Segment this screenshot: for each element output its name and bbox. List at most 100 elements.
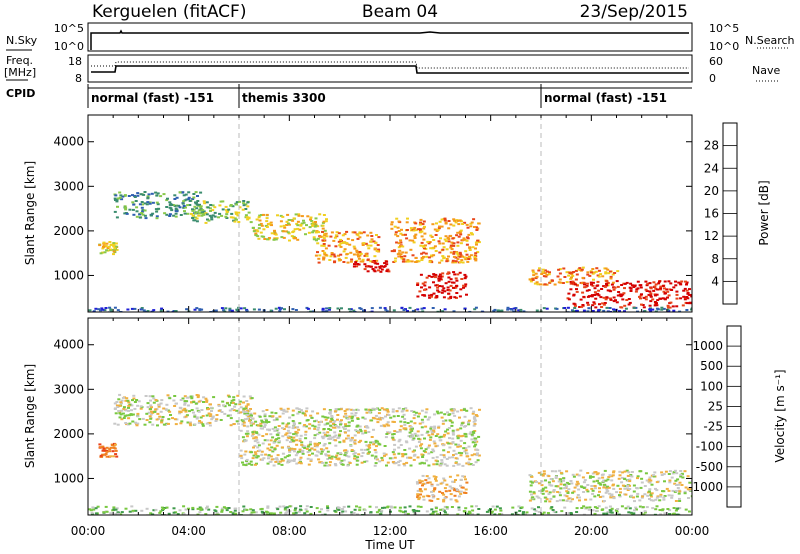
echo-cell [162, 407, 166, 410]
echo-cell [596, 310, 600, 312]
echo-cell [280, 236, 284, 239]
echo-cell [136, 404, 140, 407]
echo-cell [452, 281, 456, 284]
echo-cell [463, 408, 466, 411]
echo-cell [431, 494, 435, 496]
echo-cell [563, 276, 567, 278]
echo-cell [447, 255, 450, 258]
echo-cell [193, 423, 197, 426]
echo-cell [122, 408, 126, 410]
echo-cell [205, 201, 209, 204]
echo-cell [412, 458, 416, 461]
echo-cell [320, 508, 323, 511]
echo-cell [140, 509, 144, 512]
echo-cell [251, 422, 255, 425]
echo-cell [165, 506, 169, 509]
echo-cell [456, 410, 460, 413]
y-tick-label: 4000 [53, 135, 84, 149]
echo-cell [231, 401, 235, 404]
echo-cell [151, 201, 155, 204]
echo-cell [148, 415, 152, 418]
echo-cell [281, 435, 285, 438]
echo-cell [259, 422, 263, 425]
echo-cell [359, 439, 363, 442]
echo-cell [335, 454, 339, 457]
echo-cell [468, 432, 472, 435]
echo-cell [109, 248, 113, 251]
echo-cell [146, 406, 150, 409]
echo-cell [618, 310, 621, 312]
echo-cell [417, 498, 421, 501]
echo-cell [621, 298, 625, 301]
echo-cell [105, 242, 109, 245]
echo-cell [625, 281, 629, 284]
echo-cell [441, 422, 445, 425]
colorbar-tick-label: 500 [700, 359, 723, 373]
echo-cell [495, 505, 499, 508]
echo-cell [160, 420, 164, 423]
echo-cell [307, 454, 311, 457]
echo-cell [595, 509, 598, 512]
echo-cell [443, 217, 447, 220]
echo-cell [461, 261, 465, 264]
echo-cell [592, 271, 596, 274]
echo-cell [262, 457, 266, 460]
echo-cell [111, 450, 115, 453]
echo-cell [551, 509, 555, 511]
echo-cell [461, 475, 465, 478]
echo-cell [433, 413, 436, 416]
echo-cell [603, 483, 606, 486]
echo-cell [128, 510, 132, 513]
echo-cell [415, 260, 419, 263]
power-colorbar-label: Power [dB] [757, 180, 771, 245]
echo-cell [472, 218, 476, 221]
cpid-label: CPID [6, 87, 35, 100]
echo-cell [439, 237, 442, 240]
echo-cell [421, 456, 425, 458]
echo-cell [352, 253, 356, 256]
echo-cell [325, 434, 329, 437]
echo-cell [444, 430, 448, 433]
echo-cell [440, 459, 444, 462]
echo-cell [251, 226, 255, 229]
echo-cell [144, 395, 148, 397]
echo-cell [350, 419, 354, 422]
echo-cell [413, 432, 417, 435]
echo-cell [442, 454, 446, 457]
echo-cell [368, 411, 372, 413]
echo-cell [178, 206, 182, 209]
echo-cell [452, 224, 456, 227]
echo-cell [184, 193, 188, 196]
echo-cell [238, 400, 242, 403]
echo-cell [542, 470, 546, 473]
echo-cell [464, 435, 468, 438]
echo-cell [173, 310, 177, 312]
echo-cell [635, 288, 639, 291]
echo-cell [552, 495, 556, 498]
echo-cell [435, 456, 439, 459]
echo-cell [474, 505, 478, 508]
echo-cell [411, 239, 415, 242]
echo-cell [548, 500, 552, 503]
echo-cell [396, 226, 400, 229]
echo-cell [259, 424, 263, 427]
echo-cell [420, 443, 424, 446]
echo-cell [420, 307, 424, 310]
echo-cell [575, 507, 579, 510]
echo-cell [369, 240, 373, 243]
echo-cell [498, 513, 502, 515]
echo-cell [580, 486, 584, 489]
echo-cell [323, 435, 327, 438]
echo-cell [430, 254, 434, 257]
echo-cell [272, 464, 276, 467]
echo-cell [474, 247, 477, 250]
echo-cell [535, 481, 539, 483]
echo-cell [420, 235, 424, 238]
echo-cell [260, 224, 264, 227]
echo-cell [321, 239, 325, 242]
echo-cell [649, 495, 653, 498]
echo-cell [195, 220, 199, 223]
echo-cell [663, 495, 667, 497]
echo-cell [318, 431, 322, 434]
velocity-colorbar-label: Velocity [m s⁻¹] [773, 369, 787, 462]
